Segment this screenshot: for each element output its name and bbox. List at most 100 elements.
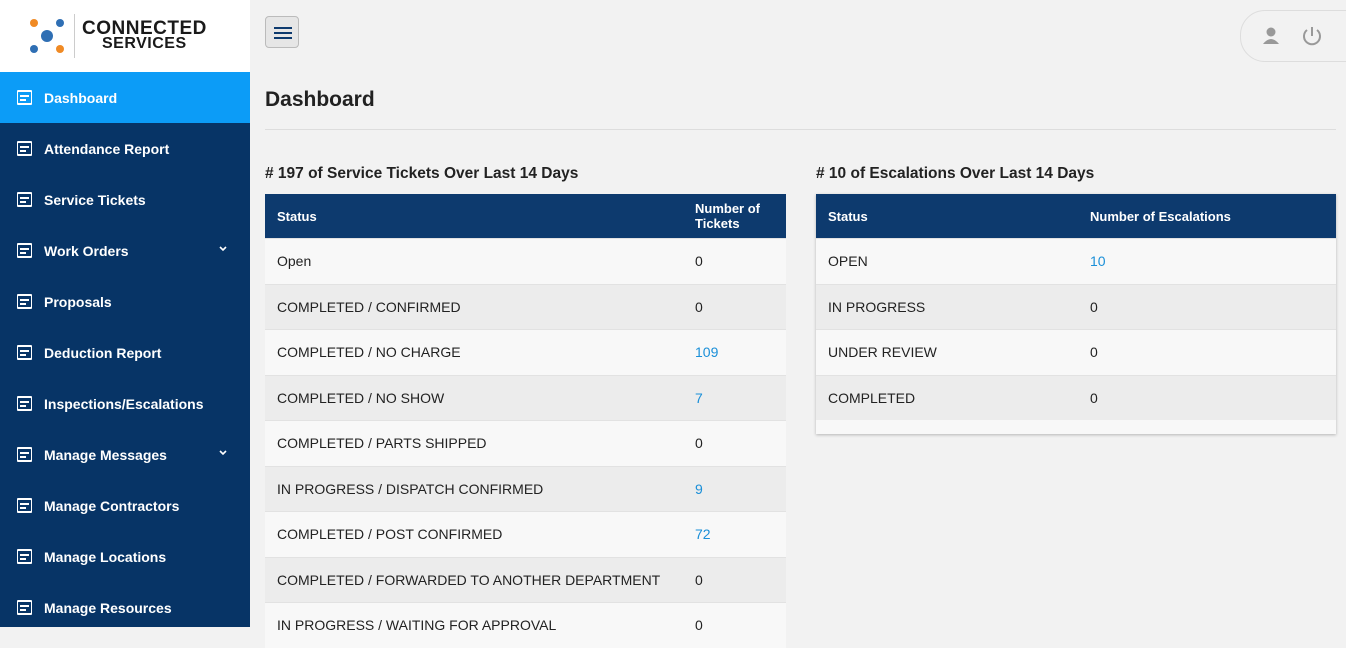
- count: 0: [695, 571, 703, 588]
- nav-icon: [17, 243, 32, 258]
- count-cell: 7: [683, 374, 786, 421]
- count-cell: 72: [683, 511, 786, 557]
- table-row: COMPLETED / NO CHARGE 109: [265, 329, 786, 375]
- count: 0: [1090, 389, 1098, 406]
- data-table: Status Number of Tickets Open 0 COMPLETED / …: [265, 194, 786, 648]
- column-header: Number of Escalations: [1078, 194, 1336, 239]
- nav-item[interactable]: Attendance Report: [0, 123, 250, 174]
- nav-item[interactable]: Dashboard: [0, 72, 250, 123]
- table-row: COMPLETED / FORWARDED TO ANOTHER DEPARTM…: [265, 556, 786, 603]
- nav-icon: [17, 549, 32, 564]
- nav-icon: [17, 90, 32, 105]
- header-row: Status Number of Tickets: [265, 194, 786, 239]
- status-cell: Open: [265, 238, 683, 284]
- nav-item[interactable]: Manage Contractors: [0, 480, 250, 531]
- nav-item[interactable]: Inspections/Escalations: [0, 378, 250, 429]
- nav-list: Dashboard Attendance Report Service Ticket…: [0, 72, 250, 633]
- table-title: # 197 of Service Tickets Over Last 14 Da…: [265, 165, 579, 182]
- status-cell: OPEN: [816, 238, 1078, 284]
- logo-line2: SERVICES: [102, 35, 187, 52]
- status-cell: COMPLETED / NO CHARGE: [265, 329, 683, 375]
- count: 0: [1090, 298, 1098, 315]
- nav-icon: [17, 498, 32, 513]
- count: 0: [695, 253, 703, 270]
- nav-label: Inspections/Escalations: [44, 395, 204, 412]
- count: 0: [695, 435, 703, 452]
- nav-icon: [17, 141, 32, 156]
- escalations-panel: # 10 of Escalations Over Last 14 Days Sta…: [816, 164, 1336, 434]
- count-cell: 0: [683, 602, 786, 648]
- count: 0: [695, 617, 703, 634]
- table-row: Open 0: [265, 238, 786, 284]
- count-cell: 0: [1078, 374, 1336, 420]
- status-cell: IN PROGRESS / WAITING FOR APPROVAL: [265, 602, 683, 648]
- nav-item[interactable]: Work Orders: [0, 225, 250, 276]
- table-row: COMPLETED / CONFIRMED 0: [265, 283, 786, 330]
- divider: [265, 129, 1336, 130]
- main: Dashboard # 197 of Service Tickets Over …: [250, 0, 1346, 648]
- status-cell: COMPLETED / NO SHOW: [265, 374, 683, 421]
- status-cell: UNDER REVIEW: [816, 329, 1078, 375]
- table-row: OPEN 10: [816, 238, 1336, 284]
- nav-label: Proposals: [44, 293, 112, 310]
- nav-item[interactable]: Proposals: [0, 276, 250, 327]
- count-link[interactable]: 9: [695, 480, 703, 497]
- nav-label: Dashboard: [44, 89, 118, 106]
- count: 0: [695, 298, 703, 315]
- nav-item[interactable]: Deduction Report: [0, 327, 250, 378]
- table-row: IN PROGRESS / WAITING FOR APPROVAL 0: [265, 602, 786, 648]
- table-row: IN PROGRESS / DISPATCH CONFIRMED 9: [265, 465, 786, 512]
- table-row: COMPLETED / POST CONFIRMED 72: [265, 511, 786, 557]
- sidebar: CONNECTED SERVICES Dashboard Attendance R…: [0, 0, 250, 627]
- status-cell: COMPLETED / POST CONFIRMED: [265, 511, 683, 557]
- count-link[interactable]: 72: [695, 526, 711, 543]
- logo-line1: CONNECTED: [82, 18, 207, 39]
- status-cell: COMPLETED / CONFIRMED: [265, 283, 683, 330]
- count-link[interactable]: 10: [1090, 253, 1106, 270]
- expand-icon: [219, 246, 227, 252]
- power-button[interactable]: [1301, 25, 1323, 47]
- tickets-panel: # 197 of Service Tickets Over Last 14 Da…: [265, 164, 786, 648]
- table-row: COMPLETED / PARTS SHIPPED 0: [265, 420, 786, 466]
- nav-icon: [17, 345, 32, 360]
- count-cell: 0: [683, 238, 786, 284]
- header-row: Status Number of Escalations: [816, 194, 1336, 239]
- status-cell: COMPLETED / PARTS SHIPPED: [265, 420, 683, 466]
- column-header: Number of Tickets: [683, 194, 786, 239]
- page-title: Dashboard: [265, 88, 375, 111]
- logo: CONNECTED SERVICES: [0, 0, 250, 72]
- nav-label: Manage Contractors: [44, 497, 180, 514]
- status-cell: IN PROGRESS: [816, 283, 1078, 330]
- menu-icon: [274, 27, 292, 39]
- menu-button[interactable]: [265, 16, 299, 48]
- column-header: Status: [265, 194, 683, 239]
- nav-label: Service Tickets: [44, 191, 146, 208]
- count-link[interactable]: 109: [695, 344, 719, 361]
- table-row: COMPLETED 0: [816, 374, 1336, 420]
- count-cell: 0: [683, 420, 786, 466]
- nav-label: Deduction Report: [44, 344, 162, 361]
- user-button[interactable]: [1261, 26, 1281, 46]
- nav-icon: [17, 192, 32, 207]
- table-row: IN PROGRESS 0: [816, 283, 1336, 330]
- status-cell: IN PROGRESS / DISPATCH CONFIRMED: [265, 465, 683, 512]
- count-link[interactable]: 7: [695, 389, 703, 406]
- status-cell: COMPLETED / FORWARDED TO ANOTHER DEPARTM…: [265, 556, 683, 603]
- nav-item[interactable]: Manage Messages: [0, 429, 250, 480]
- count-cell: 0: [1078, 329, 1336, 375]
- nav-item[interactable]: Manage Locations: [0, 531, 250, 582]
- column-header: Status: [816, 194, 1078, 239]
- nav-item[interactable]: Manage Resources: [0, 582, 250, 633]
- data-table: Status Number of Escalations OPEN 10 IN PROG…: [816, 194, 1336, 434]
- count-cell: 10: [1078, 238, 1336, 284]
- count: 0: [1090, 344, 1098, 361]
- count-cell: 109: [683, 329, 786, 375]
- nav-item[interactable]: Service Tickets: [0, 174, 250, 225]
- nav-icon: [17, 294, 32, 309]
- status-cell: COMPLETED: [816, 374, 1078, 420]
- nav-icon: [17, 600, 32, 615]
- nav-icon: [17, 447, 32, 462]
- nav-label: Attendance Report: [44, 140, 170, 157]
- nav-label: Work Orders: [44, 242, 129, 259]
